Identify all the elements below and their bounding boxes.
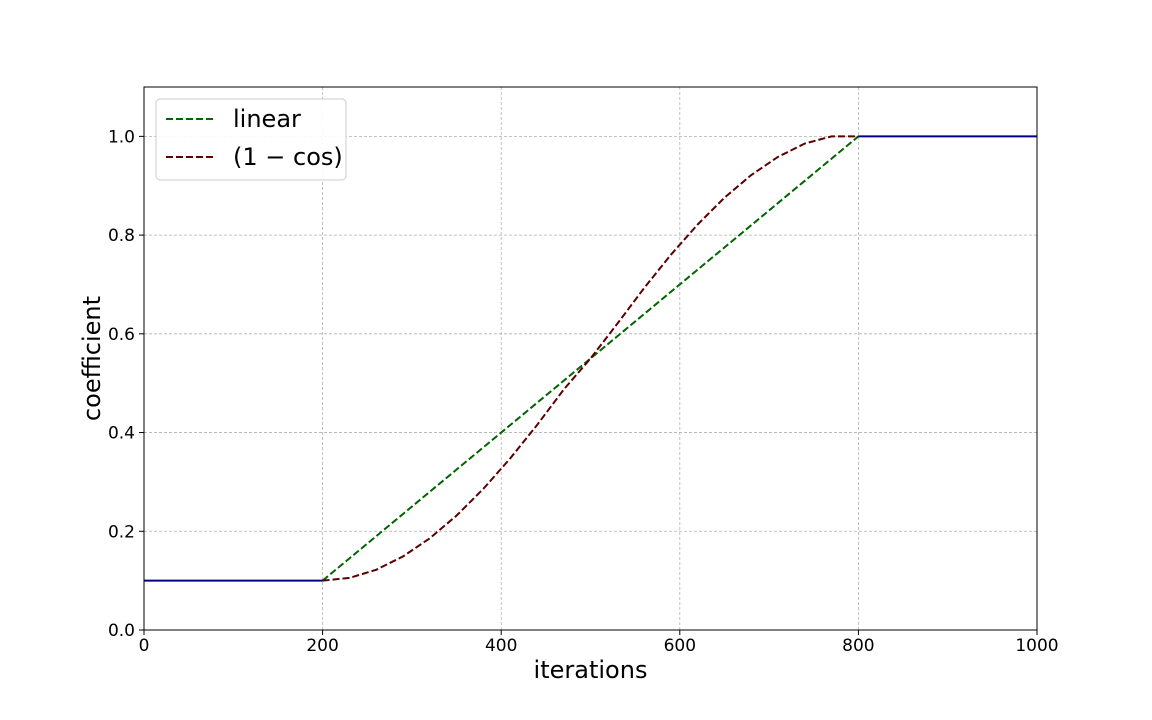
x-tick-label: 600	[664, 636, 696, 656]
series-line-1	[322, 135, 859, 582]
plot-frame	[143, 86, 1038, 631]
axis-ticks: 0 200 400 600 800 1000 0.0 0.2 0.4 0.6 0.8 1.0	[108, 127, 1059, 656]
y-tick-label: 0.6	[108, 325, 135, 345]
legend-box	[155, 98, 347, 181]
y-tick-label: 0.0	[108, 621, 135, 641]
x-axis-title: iterations	[534, 656, 648, 684]
y-tick-label: 1.0	[108, 127, 135, 147]
legend: linear (1 − cos)	[155, 98, 347, 181]
x-tick-label: 800	[842, 636, 874, 656]
y-tick-label: 0.8	[108, 226, 135, 246]
series-line-0	[321, 135, 860, 582]
x-tick-label: 400	[485, 636, 517, 656]
legend-label: linear	[233, 105, 301, 133]
series-layer	[144, 135, 1037, 582]
x-tick-label: 1000	[1015, 636, 1058, 656]
x-tick-label: 200	[306, 636, 338, 656]
y-tick-label: 0.2	[108, 522, 135, 542]
x-tick-label: 0	[139, 636, 150, 656]
y-axis-title: coefficient	[78, 296, 106, 421]
legend-label: (1 − cos)	[233, 143, 343, 171]
y-tick-label: 0.4	[108, 424, 135, 444]
